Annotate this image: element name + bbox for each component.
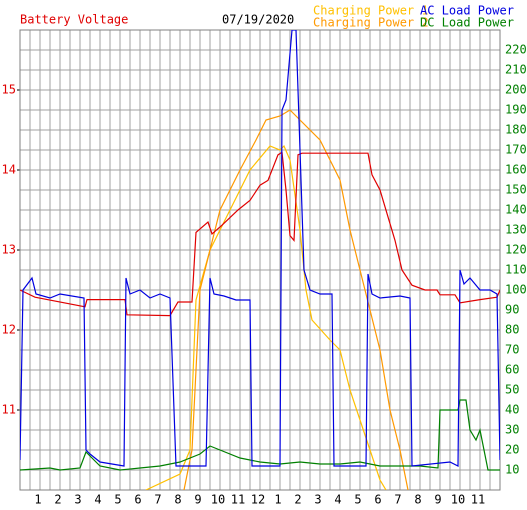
y2-tick-label: 30 [505, 423, 519, 437]
y2-tick-label: 180 [505, 123, 527, 137]
x-tick-label: 2 [294, 493, 301, 507]
y2-tick-label: 70 [505, 343, 519, 357]
legend-label: DC Load Power [420, 16, 514, 30]
y2-tick-label: 130 [505, 223, 527, 237]
x-tick-label: 9 [194, 493, 201, 507]
x-tick-label: 5 [114, 493, 121, 507]
y2-tick-label: 50 [505, 383, 519, 397]
x-tick-label: 7 [394, 493, 401, 507]
y2-tick-label: 40 [505, 403, 519, 417]
x-tick-label: 10 [451, 493, 465, 507]
plot-border [19, 29, 501, 491]
x-tick-label: 4 [94, 493, 101, 507]
legend-label: Battery Voltage [20, 13, 128, 27]
legend-label: Charging Power 1 [313, 4, 429, 18]
y-tick-label: 11 [2, 403, 16, 417]
x-tick-label: 7 [154, 493, 161, 507]
y2-tick-label: 20 [505, 443, 519, 457]
x-tick-label: 11 [471, 493, 485, 507]
chart-date: 07/19/2020 [222, 13, 294, 27]
x-tick-label: 10 [211, 493, 225, 507]
series-line [20, 151, 500, 317]
y2-tick-label: 210 [505, 63, 527, 77]
x-tick-label: 4 [334, 493, 341, 507]
y2-tick-label: 220 [505, 43, 527, 57]
x-tick-label: 3 [314, 493, 321, 507]
y-tick-label: 14 [2, 163, 16, 177]
x-tick-label: 5 [354, 493, 361, 507]
y2-tick-label: 10 [505, 463, 519, 477]
y-tick-label: 12 [2, 323, 16, 337]
y2-tick-label: 150 [505, 183, 527, 197]
x-tick-label: 8 [174, 493, 181, 507]
x-tick-label: 2 [54, 493, 61, 507]
legend-label: AC Load Power [420, 4, 514, 18]
x-tick-label: 11 [231, 493, 245, 507]
y2-tick-label: 60 [505, 363, 519, 377]
y-tick-label: 15 [2, 83, 16, 97]
x-tick-label: 8 [414, 493, 421, 507]
y2-tick-label: 120 [505, 243, 527, 257]
y2-tick-label: 190 [505, 103, 527, 117]
x-tick-label: 1 [34, 493, 41, 507]
y2-tick-label: 110 [505, 263, 527, 277]
x-tick-label: 6 [374, 493, 381, 507]
y2-tick-label: 160 [505, 163, 527, 177]
series-line [183, 109, 409, 490]
series-line [20, 30, 500, 467]
legend-label: Charging Power 2 [313, 16, 429, 30]
y2-tick-label: 90 [505, 303, 519, 317]
x-tick-label: 12 [251, 493, 265, 507]
y2-tick-label: 170 [505, 143, 527, 157]
y2-tick-label: 200 [505, 83, 527, 97]
y-tick-label: 13 [2, 243, 16, 257]
x-tick-label: 9 [434, 493, 441, 507]
series-line [145, 144, 387, 490]
x-tick-label: 3 [74, 493, 81, 507]
x-tick-label: 1 [274, 493, 281, 507]
y2-tick-label: 100 [505, 283, 527, 297]
y2-tick-label: 140 [505, 203, 527, 217]
y2-tick-label: 80 [505, 323, 519, 337]
x-tick-label: 6 [134, 493, 141, 507]
